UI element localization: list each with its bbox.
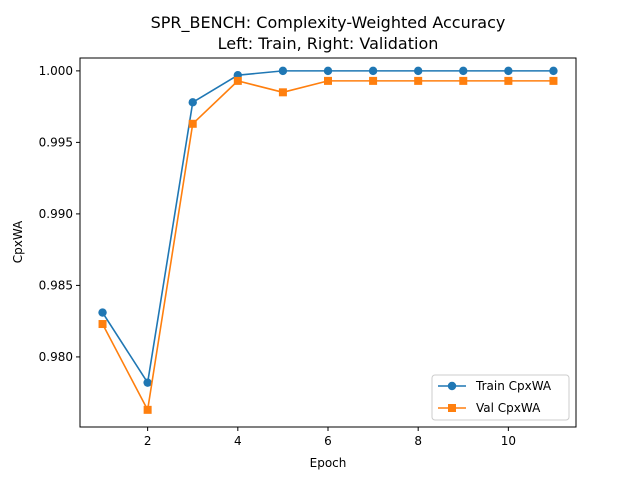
y-axis-label: CpxWA	[11, 220, 25, 263]
chart-subtitle: Left: Train, Right: Validation	[218, 34, 439, 53]
x-tick-label: 10	[501, 434, 516, 448]
legend-frame	[431, 374, 570, 421]
data-point-val-cpxwa	[459, 76, 468, 85]
data-point-train-cpxwa	[143, 378, 152, 387]
series-line-train-cpxwa	[101, 70, 554, 384]
data-point-train-cpxwa	[413, 66, 423, 76]
x-axis-label: Epoch	[310, 456, 347, 470]
data-point-val-cpxwa	[98, 320, 107, 329]
x-tick-label: 4	[234, 434, 242, 448]
chart-title: SPR_BENCH: Complexity-Weighted Accuracy	[151, 13, 506, 33]
data-point-val-cpxwa	[504, 76, 513, 85]
data-point-val-cpxwa	[278, 88, 287, 97]
data-point-val-cpxwa	[549, 76, 558, 85]
data-point-val-cpxwa	[233, 76, 242, 85]
x-tick-label: 8	[414, 434, 422, 448]
data-point-train-cpxwa	[278, 66, 288, 76]
legend-marker-train-cpxwa	[447, 381, 457, 391]
y-tick-label: 1.000	[39, 64, 73, 78]
data-point-val-cpxwa	[188, 119, 197, 128]
data-point-train-cpxwa	[504, 66, 513, 76]
plot-area: 2 4 6 8 10 0.980 0.985 0.990 0.995 1.000	[39, 64, 558, 448]
legend: Train CpxWA Val CpxWA	[431, 374, 570, 421]
y-tick-label: 0.985	[39, 278, 73, 292]
data-point-train-cpxwa	[549, 66, 558, 76]
y-tick-label: 0.990	[39, 207, 73, 221]
data-point-val-cpxwa	[324, 76, 332, 85]
data-point-train-cpxwa	[459, 66, 468, 76]
legend-marker-val-cpxwa	[448, 404, 456, 412]
data-point-train-cpxwa	[323, 66, 333, 76]
y-tick-label: 0.995	[39, 135, 73, 149]
plot-frame	[79, 57, 577, 428]
data-point-train-cpxwa	[188, 98, 197, 107]
legend-label-val-cpxwa: Val CpxWA	[476, 401, 541, 415]
data-point-train-cpxwa	[98, 308, 107, 317]
x-tick-label: 6	[324, 434, 332, 448]
legend-label-train-cpxwa: Train CpxWA	[475, 379, 552, 393]
data-point-val-cpxwa	[369, 76, 378, 85]
data-point-train-cpxwa	[368, 66, 378, 76]
x-tick-label: 2	[144, 434, 152, 448]
data-point-val-cpxwa	[414, 76, 423, 85]
data-point-val-cpxwa	[143, 405, 152, 414]
y-tick-label: 0.980	[39, 350, 73, 364]
